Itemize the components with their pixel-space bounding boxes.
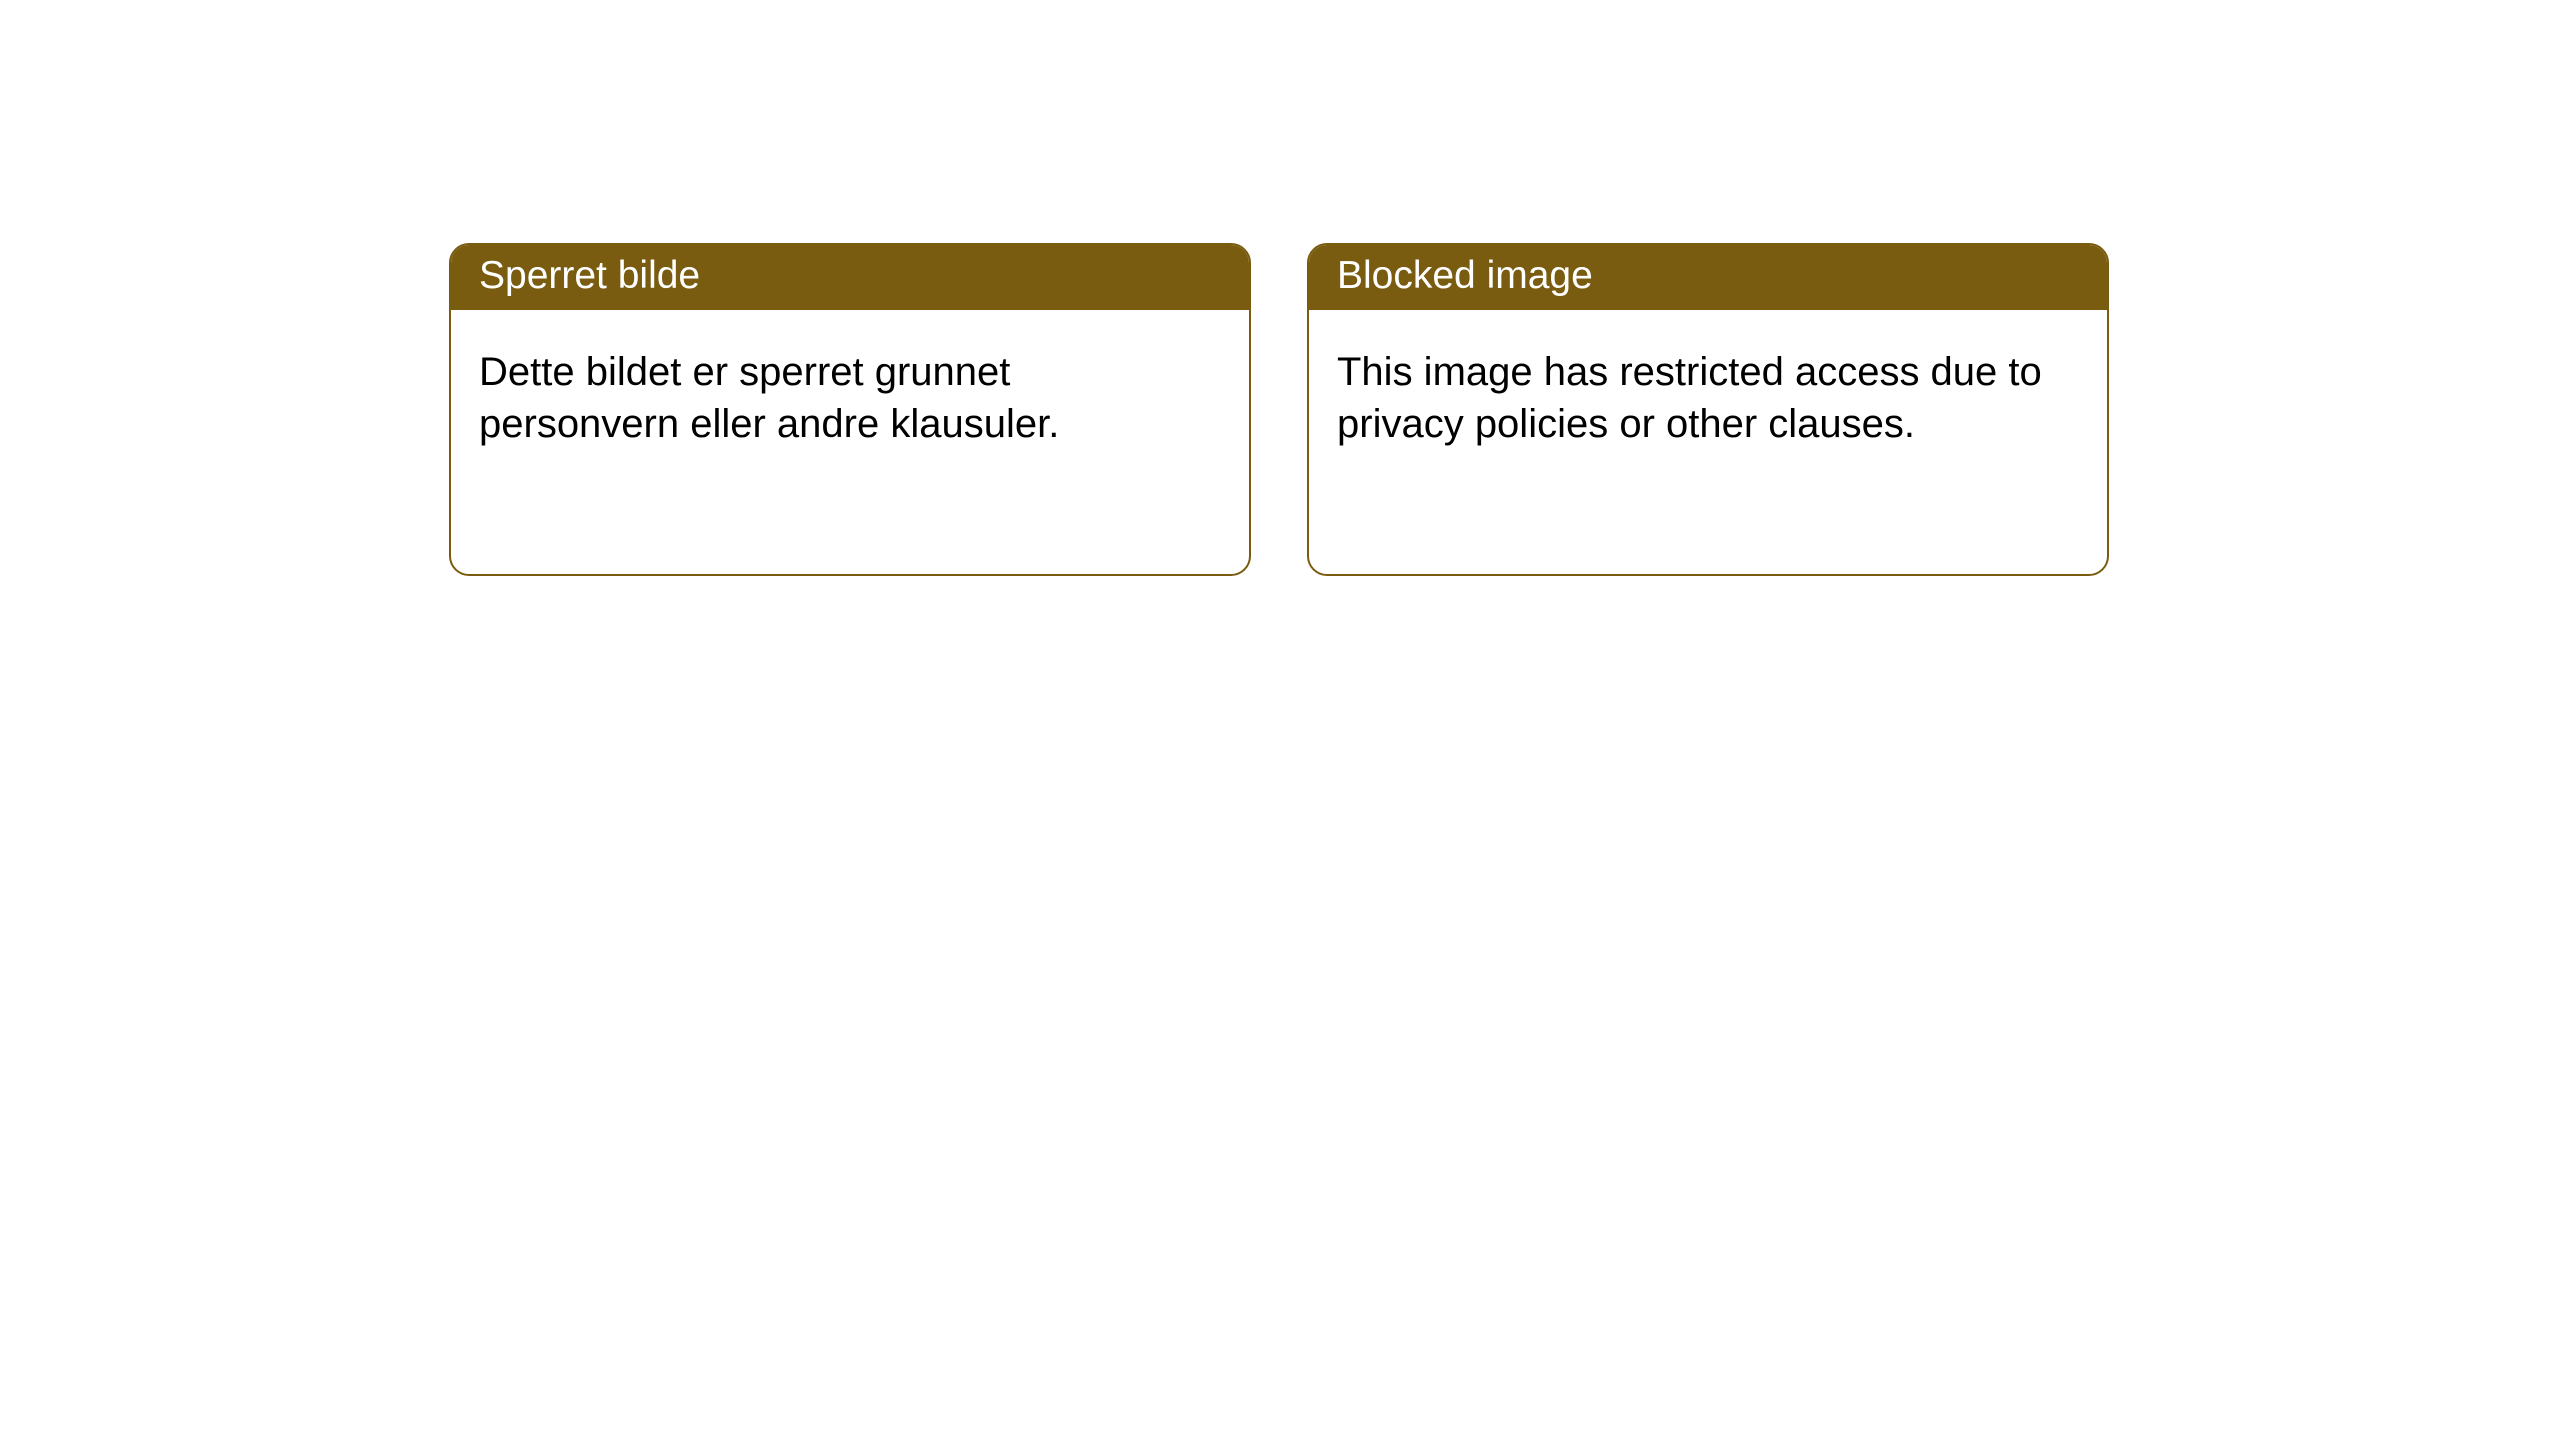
notice-header-no: Sperret bilde: [451, 245, 1249, 310]
notice-container: Sperret bilde Dette bildet er sperret gr…: [0, 0, 2560, 576]
notice-header-en: Blocked image: [1309, 245, 2107, 310]
notice-body-no: Dette bildet er sperret grunnet personve…: [451, 310, 1249, 486]
notice-card-en: Blocked image This image has restricted …: [1307, 243, 2109, 576]
notice-card-no: Sperret bilde Dette bildet er sperret gr…: [449, 243, 1251, 576]
notice-body-en: This image has restricted access due to …: [1309, 310, 2107, 486]
